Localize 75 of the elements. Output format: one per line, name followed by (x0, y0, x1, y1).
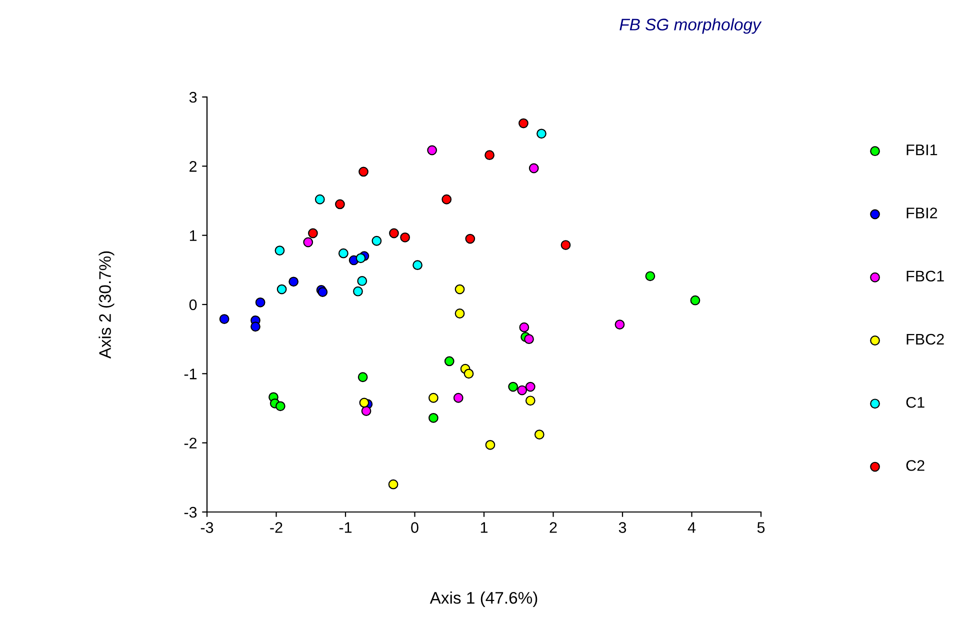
x-tick-label: 4 (688, 522, 696, 533)
point (288, 276, 299, 287)
point (428, 392, 438, 403)
point (388, 479, 398, 490)
point (255, 297, 266, 308)
point (358, 166, 368, 177)
y-tick-label: -1 (184, 368, 197, 380)
x-tick-label: 2 (550, 522, 557, 533)
point (454, 284, 465, 294)
point (219, 314, 230, 324)
legend-label: FBC1 (906, 270, 944, 282)
point (335, 199, 345, 210)
point (518, 118, 528, 128)
point (276, 284, 287, 294)
point (389, 228, 399, 238)
point (690, 295, 700, 306)
legend-label: C1 (906, 396, 924, 408)
point (524, 334, 534, 344)
y-tick-label: -3 (184, 506, 197, 518)
point (454, 308, 465, 318)
point (274, 246, 285, 256)
point (484, 150, 494, 160)
point (361, 406, 372, 416)
y-tick-label: 1 (190, 230, 197, 241)
x-axis-title: Axis 1 (47.6%) (430, 592, 538, 608)
legend-label: FBI1 (906, 144, 938, 156)
point (534, 430, 544, 440)
point (314, 194, 325, 204)
point (645, 271, 656, 282)
point (372, 236, 382, 246)
point (536, 128, 546, 139)
point (275, 401, 286, 412)
point (464, 368, 474, 379)
point (400, 232, 410, 242)
legend-label: C2 (906, 460, 924, 471)
point (519, 322, 530, 332)
point (356, 253, 366, 264)
point (528, 163, 539, 174)
chart-title: FB SG morphology (620, 18, 762, 34)
point (525, 382, 536, 392)
point (338, 248, 348, 258)
point (303, 237, 314, 248)
x-tick-label: -3 (200, 522, 214, 533)
y-tick-label: 0 (189, 299, 197, 310)
point (560, 240, 571, 250)
legend-label: FBI2 (906, 208, 938, 218)
point (357, 276, 368, 286)
point (308, 228, 318, 238)
y-axis-title: Axis 2 (30.7%) (98, 251, 114, 359)
point (250, 322, 260, 332)
point (427, 145, 438, 156)
x-tick-label: -1 (339, 522, 352, 533)
point (444, 356, 454, 366)
point (353, 286, 363, 296)
x-tick-label: 3 (618, 522, 626, 533)
point (412, 260, 422, 270)
point (358, 372, 368, 382)
x-tick-label: 1 (480, 522, 488, 533)
x-tick-label: 0 (411, 522, 418, 533)
point (508, 382, 518, 392)
point (485, 440, 496, 450)
x-tick-label: -2 (270, 522, 282, 533)
point (517, 385, 528, 396)
point (428, 412, 438, 423)
point (453, 392, 464, 403)
y-tick-label: 2 (190, 161, 197, 172)
point (465, 234, 476, 244)
legend-label: FBC2 (906, 334, 944, 345)
y-tick-label: 3 (189, 92, 197, 103)
point (442, 194, 452, 204)
x-tick-label: 5 (757, 522, 765, 533)
point (359, 398, 370, 408)
y-tick-label: -2 (184, 438, 197, 448)
point (525, 396, 536, 406)
point (614, 320, 625, 330)
